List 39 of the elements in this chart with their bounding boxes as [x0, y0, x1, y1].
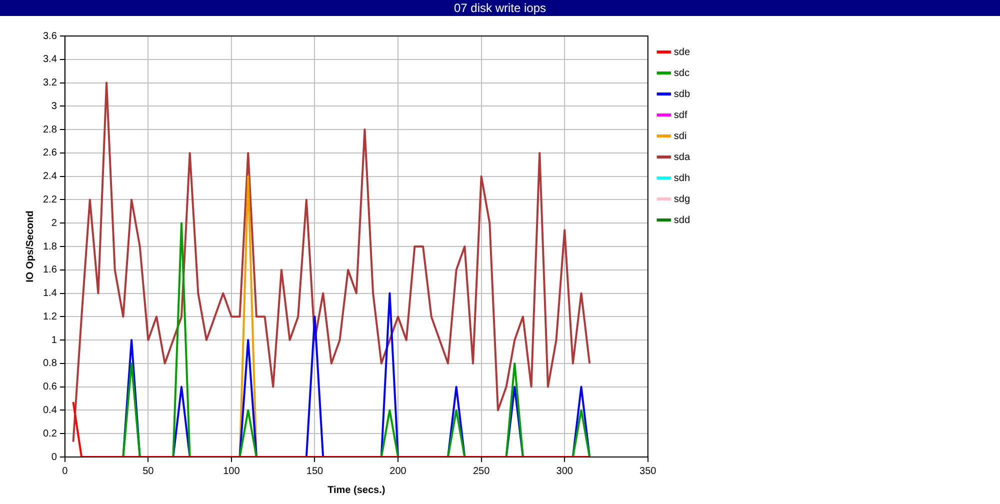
x-tick-label: 300 [556, 466, 574, 477]
y-tick-label: 0.4 [42, 404, 58, 416]
x-tick-label: 250 [472, 466, 490, 477]
y-tick-label: 1.4 [42, 288, 58, 300]
legend-label: sdh [674, 172, 690, 184]
x-axis-title: Time (secs.) [328, 484, 386, 496]
x-tick-label: 0 [62, 466, 68, 477]
legend-label: sdd [674, 214, 690, 226]
y-tick-label: 2 [51, 218, 58, 229]
x-tick-label: 100 [223, 466, 240, 477]
legend-label: sdi [674, 130, 687, 142]
x-tick-label: 50 [142, 466, 154, 477]
y-tick-label: 3.4 [42, 54, 58, 66]
y-axis-title: IO Ops/Second [24, 210, 36, 282]
legend-label: sdb [674, 88, 690, 100]
legend-label: sdf [674, 110, 688, 121]
y-tick-label: 3.6 [42, 30, 58, 42]
legend-label: sdc [674, 68, 690, 79]
y-tick-label: 0 [51, 452, 58, 463]
y-tick-label: 0.8 [42, 358, 58, 370]
legend-label: sda [674, 152, 690, 163]
legend-label: sde [674, 46, 690, 58]
x-tick-label: 350 [640, 466, 657, 477]
y-tick-label: 3 [51, 100, 58, 112]
y-tick-label: 2.6 [42, 148, 58, 159]
x-tick-label: 200 [390, 466, 407, 477]
y-tick-label: 3.2 [42, 78, 58, 89]
y-tick-label: 2.2 [42, 194, 58, 206]
y-tick-label: 1.8 [42, 241, 58, 252]
y-tick-label: 1 [51, 334, 58, 346]
x-tick-label: 150 [306, 466, 324, 477]
chart-title: 07 disk write iops [0, 0, 1000, 16]
y-tick-label: 2.8 [42, 124, 58, 136]
y-tick-label: 1.6 [42, 264, 58, 276]
y-tick-label: 0.2 [42, 428, 58, 440]
y-tick-label: 1.2 [42, 311, 58, 322]
y-tick-label: 2.4 [42, 171, 58, 182]
y-tick-label: 0.6 [42, 382, 58, 393]
legend-label: sdg [674, 194, 690, 205]
